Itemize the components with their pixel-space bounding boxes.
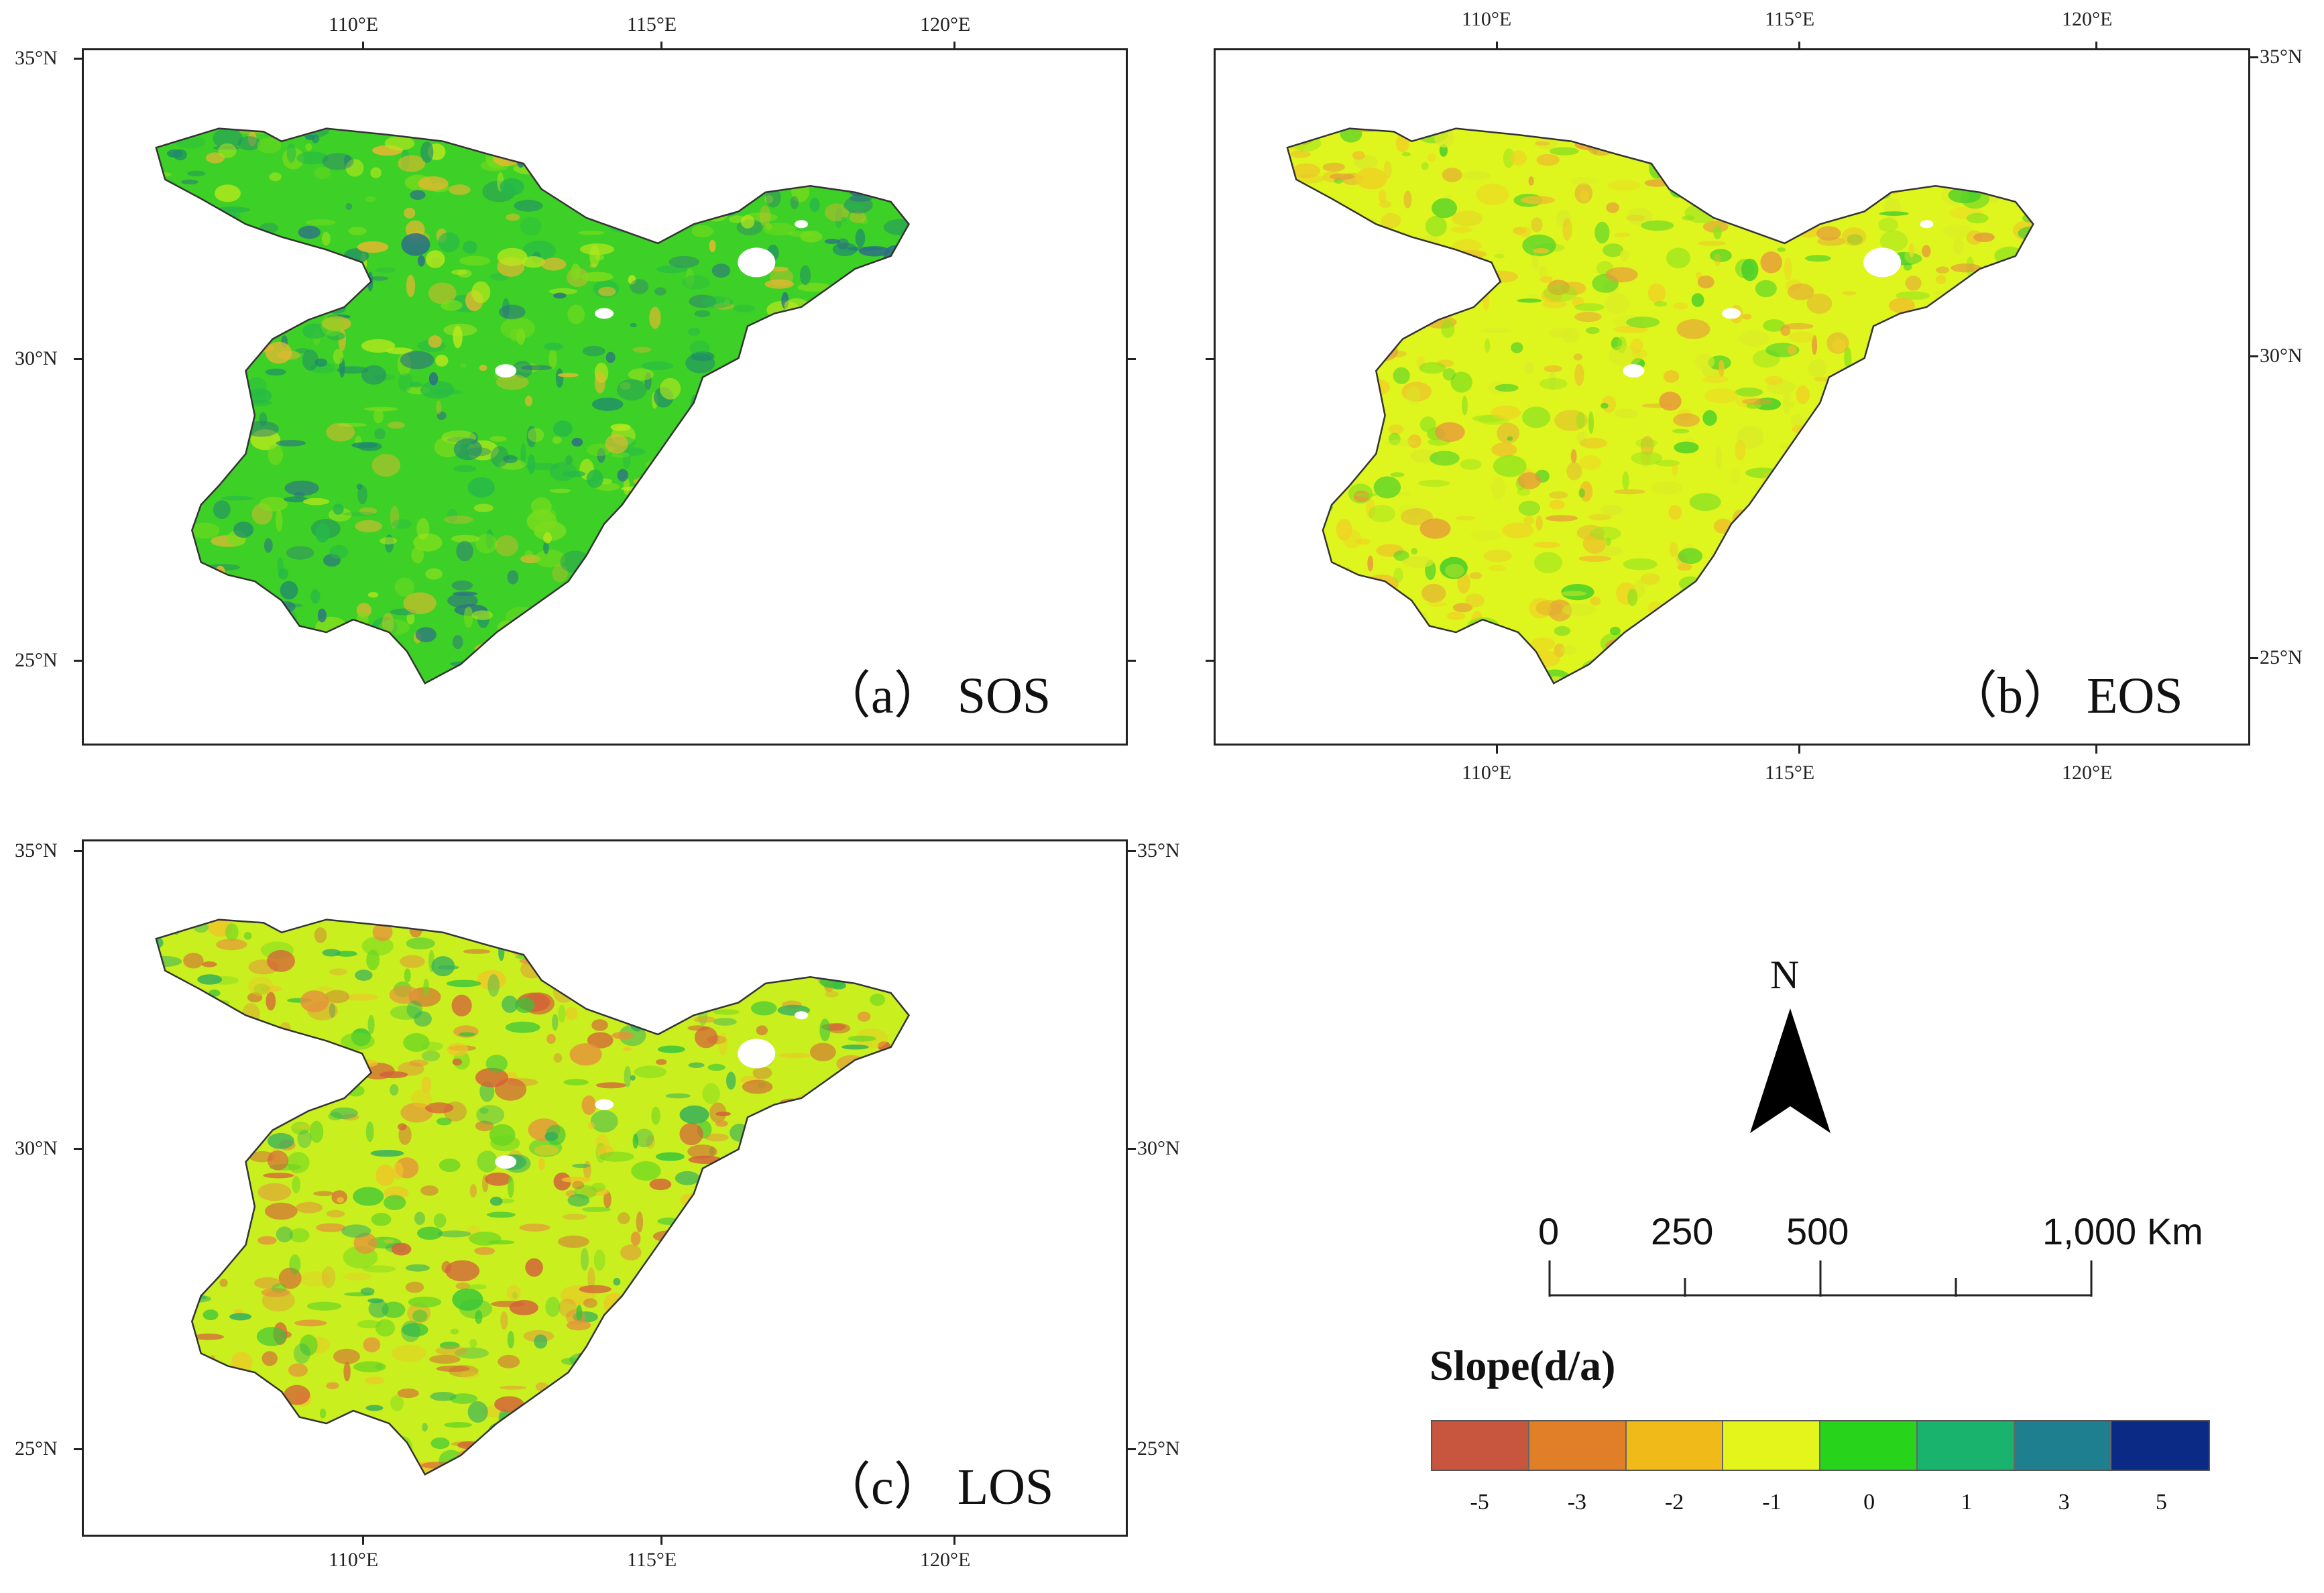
tick bbox=[74, 1148, 82, 1150]
lon-label-110-c: 110°E bbox=[329, 1549, 379, 1571]
tick bbox=[1128, 1448, 1136, 1450]
tick bbox=[74, 660, 82, 662]
lat-label-30-c-left: 30°N bbox=[15, 1137, 58, 1159]
legend-swatch bbox=[2014, 1421, 2112, 1470]
legend-swatch bbox=[1917, 1421, 2015, 1470]
tick bbox=[1128, 850, 1136, 852]
panel-label-eos: （b） EOS bbox=[1947, 668, 2183, 724]
legend-tick-label: -5 bbox=[1470, 1490, 1489, 1515]
tick bbox=[74, 850, 82, 852]
tick bbox=[1798, 42, 1800, 50]
panel-los: （c） LOS bbox=[82, 839, 1128, 1537]
lat-label-25-a: 25°N bbox=[15, 649, 58, 671]
north-arrow-icon bbox=[1750, 1008, 1831, 1133]
lat-label-25-c-left: 25°N bbox=[15, 1437, 58, 1460]
tick bbox=[2095, 42, 2097, 50]
lat-label-25-b: 25°N bbox=[2260, 646, 2303, 668]
tick bbox=[1496, 746, 1498, 754]
lon-label-120-c: 120°E bbox=[920, 1549, 971, 1571]
legend-tick-label: 0 bbox=[1863, 1490, 1875, 1515]
legend-swatch bbox=[1529, 1421, 1627, 1470]
tick bbox=[953, 1537, 955, 1545]
lon-label-120-b-top: 120°E bbox=[2062, 8, 2113, 30]
tick bbox=[2095, 746, 2097, 754]
lon-label-115-a: 115°E bbox=[627, 13, 677, 36]
scale-label-1000: 1,000 Km bbox=[2042, 1210, 2203, 1252]
legend-ticks: -5 -3 -2 -1 0 1 3 5 bbox=[1431, 1490, 2210, 1523]
basin-region bbox=[156, 919, 909, 1475]
tick bbox=[74, 58, 82, 60]
map-sos bbox=[155, 127, 911, 685]
tick bbox=[1128, 358, 1136, 360]
legend-tick-label: -3 bbox=[1567, 1490, 1587, 1515]
tick bbox=[2250, 355, 2258, 357]
tick bbox=[2250, 657, 2258, 659]
north-letter: N bbox=[1770, 953, 1800, 997]
scale-bar bbox=[1548, 1260, 2093, 1297]
lon-label-110-b-bottom: 110°E bbox=[1462, 762, 1512, 784]
legend-tick-label: 1 bbox=[1961, 1490, 1973, 1515]
tick bbox=[362, 1537, 364, 1545]
tick bbox=[953, 42, 955, 50]
legend-tick-label: 3 bbox=[2058, 1490, 2070, 1515]
lon-label-120-a: 120°E bbox=[920, 13, 971, 36]
lat-label-35-c-left: 35°N bbox=[15, 839, 58, 862]
basin-region bbox=[156, 128, 909, 684]
tick bbox=[1128, 1148, 1136, 1150]
tick bbox=[362, 42, 364, 50]
lat-label-30-b: 30°N bbox=[2260, 345, 2303, 367]
lat-label-25-c-right: 25°N bbox=[1137, 1437, 1180, 1460]
panel-label-los: （c） LOS bbox=[820, 1459, 1054, 1515]
legend-tick-label: -1 bbox=[1762, 1490, 1782, 1515]
lon-label-110-b-top: 110°E bbox=[1462, 8, 1512, 30]
tick bbox=[1206, 660, 1214, 662]
tick bbox=[1206, 358, 1214, 360]
lat-label-35-a: 35°N bbox=[15, 47, 58, 69]
basin-boundary bbox=[1286, 127, 2034, 685]
tick bbox=[1128, 660, 1136, 662]
panel-eos: （b） EOS bbox=[1214, 48, 2250, 746]
lon-label-115-c: 115°E bbox=[627, 1549, 677, 1571]
legend-tick-label: 5 bbox=[2155, 1490, 2167, 1515]
basin-region bbox=[1287, 128, 2034, 684]
legend-swatch bbox=[2111, 1421, 2209, 1470]
tick bbox=[74, 358, 82, 360]
panel-label-sos: （a） SOS bbox=[820, 668, 1051, 724]
legend-title: Slope(d/a) bbox=[1430, 1342, 1616, 1389]
lon-label-115-b-bottom: 115°E bbox=[1765, 762, 1815, 784]
lat-label-30-a: 30°N bbox=[15, 347, 58, 369]
legend-color-bar bbox=[1431, 1420, 2210, 1471]
lon-label-115-b-top: 115°E bbox=[1765, 8, 1815, 30]
map-los bbox=[155, 919, 911, 1476]
lat-label-35-b: 35°N bbox=[2260, 46, 2303, 68]
tick bbox=[1496, 42, 1498, 50]
lat-label-30-c-right: 30°N bbox=[1137, 1137, 1180, 1159]
scale-label-500: 500 bbox=[1786, 1210, 1849, 1252]
tick bbox=[660, 1537, 662, 1545]
scale-label-250: 250 bbox=[1651, 1210, 1714, 1252]
tick bbox=[1798, 746, 1800, 754]
tick bbox=[74, 1448, 82, 1450]
basin-boundary bbox=[155, 127, 911, 685]
tick bbox=[2250, 56, 2258, 58]
legend-swatch bbox=[1723, 1421, 1820, 1470]
legend-swatch bbox=[1626, 1421, 1724, 1470]
scale-label-0: 0 bbox=[1538, 1210, 1560, 1252]
lat-label-35-c-right: 35°N bbox=[1137, 839, 1180, 862]
lon-label-120-b-bottom: 120°E bbox=[2062, 762, 2113, 784]
legend-swatch bbox=[1432, 1421, 1529, 1470]
legend-tick-label: -2 bbox=[1664, 1490, 1684, 1515]
lon-label-110-a: 110°E bbox=[329, 13, 379, 36]
basin-boundary bbox=[155, 919, 911, 1476]
legend-swatch bbox=[1820, 1421, 1918, 1470]
tick bbox=[660, 42, 662, 50]
map-eos bbox=[1286, 127, 2034, 685]
panel-sos: （a） SOS bbox=[82, 48, 1128, 746]
